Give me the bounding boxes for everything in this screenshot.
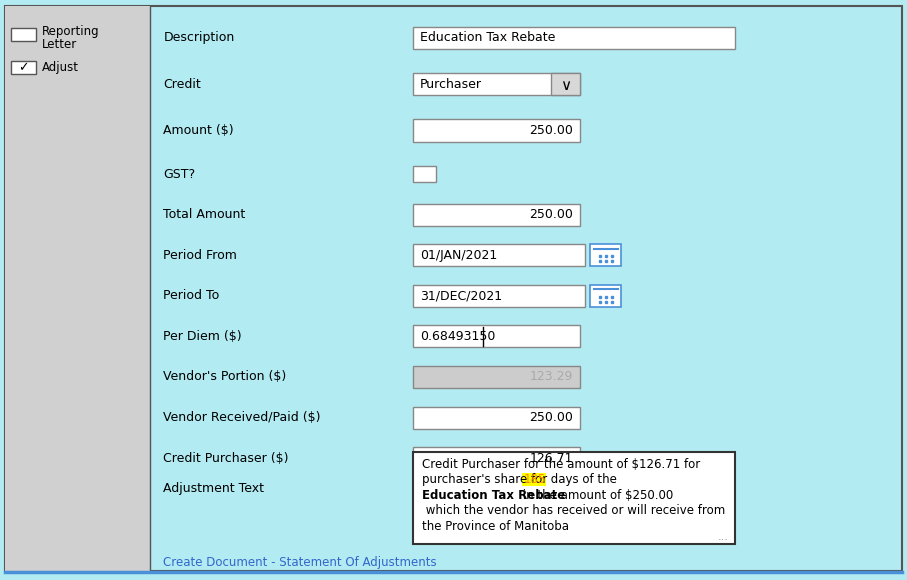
- Text: Vendor's Portion ($): Vendor's Portion ($): [163, 371, 287, 383]
- Text: 250.00: 250.00: [529, 411, 573, 424]
- Text: Description: Description: [163, 31, 235, 44]
- Text: 250.00: 250.00: [529, 208, 573, 221]
- FancyBboxPatch shape: [413, 407, 580, 429]
- Text: 185: 185: [523, 473, 546, 486]
- Text: 250.00: 250.00: [529, 124, 573, 137]
- Text: ∨: ∨: [561, 78, 571, 93]
- Text: Letter: Letter: [42, 38, 77, 51]
- FancyBboxPatch shape: [590, 244, 621, 266]
- FancyBboxPatch shape: [5, 6, 150, 571]
- Text: the Province of Manitoba: the Province of Manitoba: [422, 520, 569, 533]
- Text: purchaser's share for: purchaser's share for: [422, 473, 551, 486]
- Text: days of the: days of the: [547, 473, 617, 486]
- Text: Education Tax Rebate: Education Tax Rebate: [422, 489, 565, 502]
- FancyBboxPatch shape: [522, 473, 546, 486]
- Text: ✓: ✓: [18, 61, 29, 74]
- Text: which the vendor has received or will receive from: which the vendor has received or will re…: [422, 505, 725, 517]
- Text: Credit Purchaser for the amount of $126.71 for: Credit Purchaser for the amount of $126.…: [422, 458, 700, 470]
- Text: Period From: Period From: [163, 249, 237, 262]
- FancyBboxPatch shape: [413, 73, 580, 95]
- FancyBboxPatch shape: [11, 28, 36, 41]
- Text: Vendor Received/Paid ($): Vendor Received/Paid ($): [163, 411, 321, 424]
- Text: 126.71: 126.71: [530, 452, 573, 465]
- FancyBboxPatch shape: [413, 366, 580, 388]
- FancyBboxPatch shape: [590, 285, 621, 307]
- Text: 123.29: 123.29: [530, 371, 573, 383]
- FancyBboxPatch shape: [413, 447, 580, 469]
- Text: Create Document - Statement Of Adjustments: Create Document - Statement Of Adjustmen…: [163, 556, 437, 569]
- Text: 31/DEC/2021: 31/DEC/2021: [420, 289, 502, 302]
- Text: Reporting: Reporting: [42, 25, 100, 38]
- Text: Total Amount: Total Amount: [163, 208, 246, 221]
- Text: Period To: Period To: [163, 289, 219, 302]
- FancyBboxPatch shape: [413, 325, 580, 347]
- FancyBboxPatch shape: [413, 27, 735, 49]
- FancyBboxPatch shape: [413, 119, 580, 142]
- FancyBboxPatch shape: [11, 61, 36, 74]
- Text: Per Diem ($): Per Diem ($): [163, 330, 242, 343]
- Text: Adjust: Adjust: [42, 61, 79, 74]
- Text: in the amount of $250.00: in the amount of $250.00: [519, 489, 673, 502]
- FancyBboxPatch shape: [5, 6, 902, 571]
- FancyBboxPatch shape: [413, 204, 580, 226]
- Text: 01/JAN/2021: 01/JAN/2021: [420, 249, 497, 262]
- Text: Purchaser: Purchaser: [420, 78, 482, 90]
- Text: Adjustment Text: Adjustment Text: [163, 483, 264, 495]
- Text: Amount ($): Amount ($): [163, 124, 234, 137]
- FancyBboxPatch shape: [413, 166, 436, 182]
- Text: 0.68493150: 0.68493150: [420, 330, 495, 343]
- FancyBboxPatch shape: [551, 73, 580, 95]
- Text: GST?: GST?: [163, 168, 195, 180]
- FancyBboxPatch shape: [413, 452, 735, 544]
- Text: Credit Purchaser ($): Credit Purchaser ($): [163, 452, 288, 465]
- Text: Credit: Credit: [163, 78, 201, 90]
- Text: ...: ...: [717, 532, 728, 542]
- FancyBboxPatch shape: [413, 285, 585, 307]
- FancyBboxPatch shape: [413, 244, 585, 266]
- Text: Education Tax Rebate: Education Tax Rebate: [420, 31, 555, 44]
